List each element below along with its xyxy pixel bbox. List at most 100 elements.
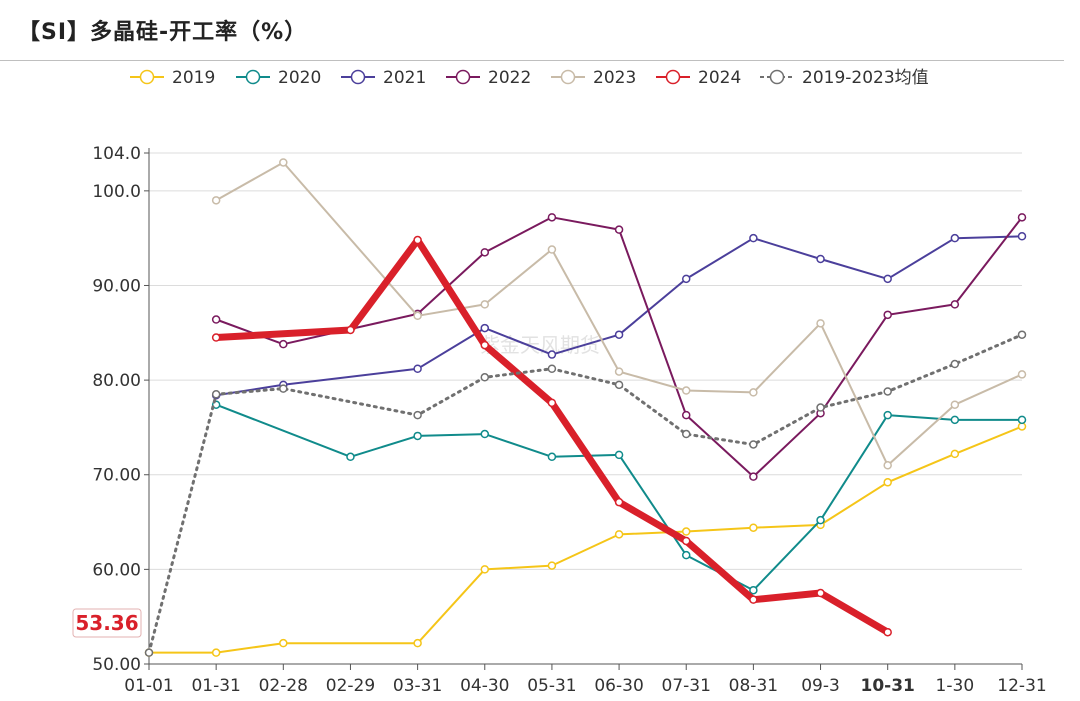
value-label-text: 53.36 [75,611,138,635]
legend-marker [350,69,366,85]
data-point [681,429,691,439]
data-point [279,158,288,167]
x-tick-label: 04-30 [460,676,509,696]
y-tick-label: 70.00 [92,466,141,486]
y-tick-label: 100.0 [92,182,141,202]
legend-label: 2021 [383,68,426,88]
data-point [749,595,758,604]
data-point [681,274,691,284]
data-point [749,523,758,532]
data-point [547,364,557,374]
y-tick-label: 90.00 [92,276,141,296]
legend-item-2024[interactable]: 2024 [656,68,741,88]
data-point [279,384,288,393]
data-point [480,248,490,257]
data-point [413,311,422,321]
data-point [681,550,691,560]
series-group [144,158,1027,657]
data-point [681,410,691,420]
y-tick-label: 104.0 [92,144,141,164]
data-point [1017,213,1027,222]
data-point [614,330,624,339]
data-point [480,340,490,350]
data-point [950,233,960,243]
data-point [480,373,490,382]
data-point [681,386,691,395]
data-point [883,461,892,470]
x-tick-label: 01-31 [191,676,240,696]
value-label-box [72,608,142,638]
data-point [547,213,557,222]
data-point [1017,370,1027,379]
title-divider [0,60,1064,61]
x-tick-label: 07-31 [662,676,711,696]
legend-marker [455,69,471,85]
data-point [211,196,221,205]
data-point [1017,232,1027,241]
grid-lines [149,152,1022,665]
data-point [547,245,557,254]
legend-item-2020[interactable]: 2020 [236,68,321,88]
y-tick-label: 50.00 [92,655,141,675]
series-line-2024 [212,236,892,636]
x-tick-label: 1-30 [936,676,975,696]
legend-item-2019-2023均值[interactable]: 2019-2023均值 [760,68,929,88]
data-point [950,359,960,369]
data-point [816,319,825,328]
data-point [413,410,422,420]
data-point [480,300,490,309]
legend-label: 2024 [698,68,741,88]
legend-marker [665,69,681,85]
data-point [883,410,892,420]
data-point [681,536,691,546]
data-point [480,565,490,574]
data-point [883,478,892,487]
data-point [413,235,422,245]
series-line-2020 [215,403,1023,592]
series-line-2021 [215,235,1023,397]
data-point [816,588,825,598]
data-point [749,585,758,595]
data-point [883,387,892,396]
data-point [211,315,221,324]
legend-label: 2020 [278,68,321,88]
data-point [547,561,557,570]
data-point [614,367,624,376]
data-point [950,300,960,309]
x-tick-label: 12-31 [997,676,1046,696]
watermark-text: 紫金天风期货 [480,333,600,357]
series-line-2023 [215,161,1023,467]
data-point [749,440,758,449]
x-tick-label-highlight: 10-31 [861,676,915,696]
data-point [614,497,624,507]
data-point [614,530,624,539]
data-point [950,415,960,425]
data-point [883,627,892,637]
x-tick-label: 02-28 [259,676,308,696]
data-point [346,325,355,335]
x-tick-label: 05-31 [527,676,576,696]
legend-item-2023[interactable]: 2023 [551,68,636,88]
legend-marker [560,69,576,85]
data-point [883,310,892,320]
data-point [144,648,154,657]
data-point [816,403,825,412]
legend-item-2021[interactable]: 2021 [341,68,426,88]
data-point [950,400,960,409]
data-point [547,398,557,408]
data-point [413,431,422,441]
data-point [413,638,422,648]
data-point [614,450,624,460]
series-line-2022 [215,216,1023,478]
x-tick-label: 03-31 [393,676,442,696]
data-point [1017,330,1027,339]
legend-item-2019[interactable]: 2019 [130,68,215,88]
y-tick-label: 80.00 [92,371,141,391]
legend-marker [245,69,261,85]
legend-item-2022[interactable]: 2022 [446,68,531,88]
data-point [749,472,758,481]
data-point [279,339,288,349]
legend-label: 2019-2023均值 [802,68,929,88]
data-point [279,638,288,648]
